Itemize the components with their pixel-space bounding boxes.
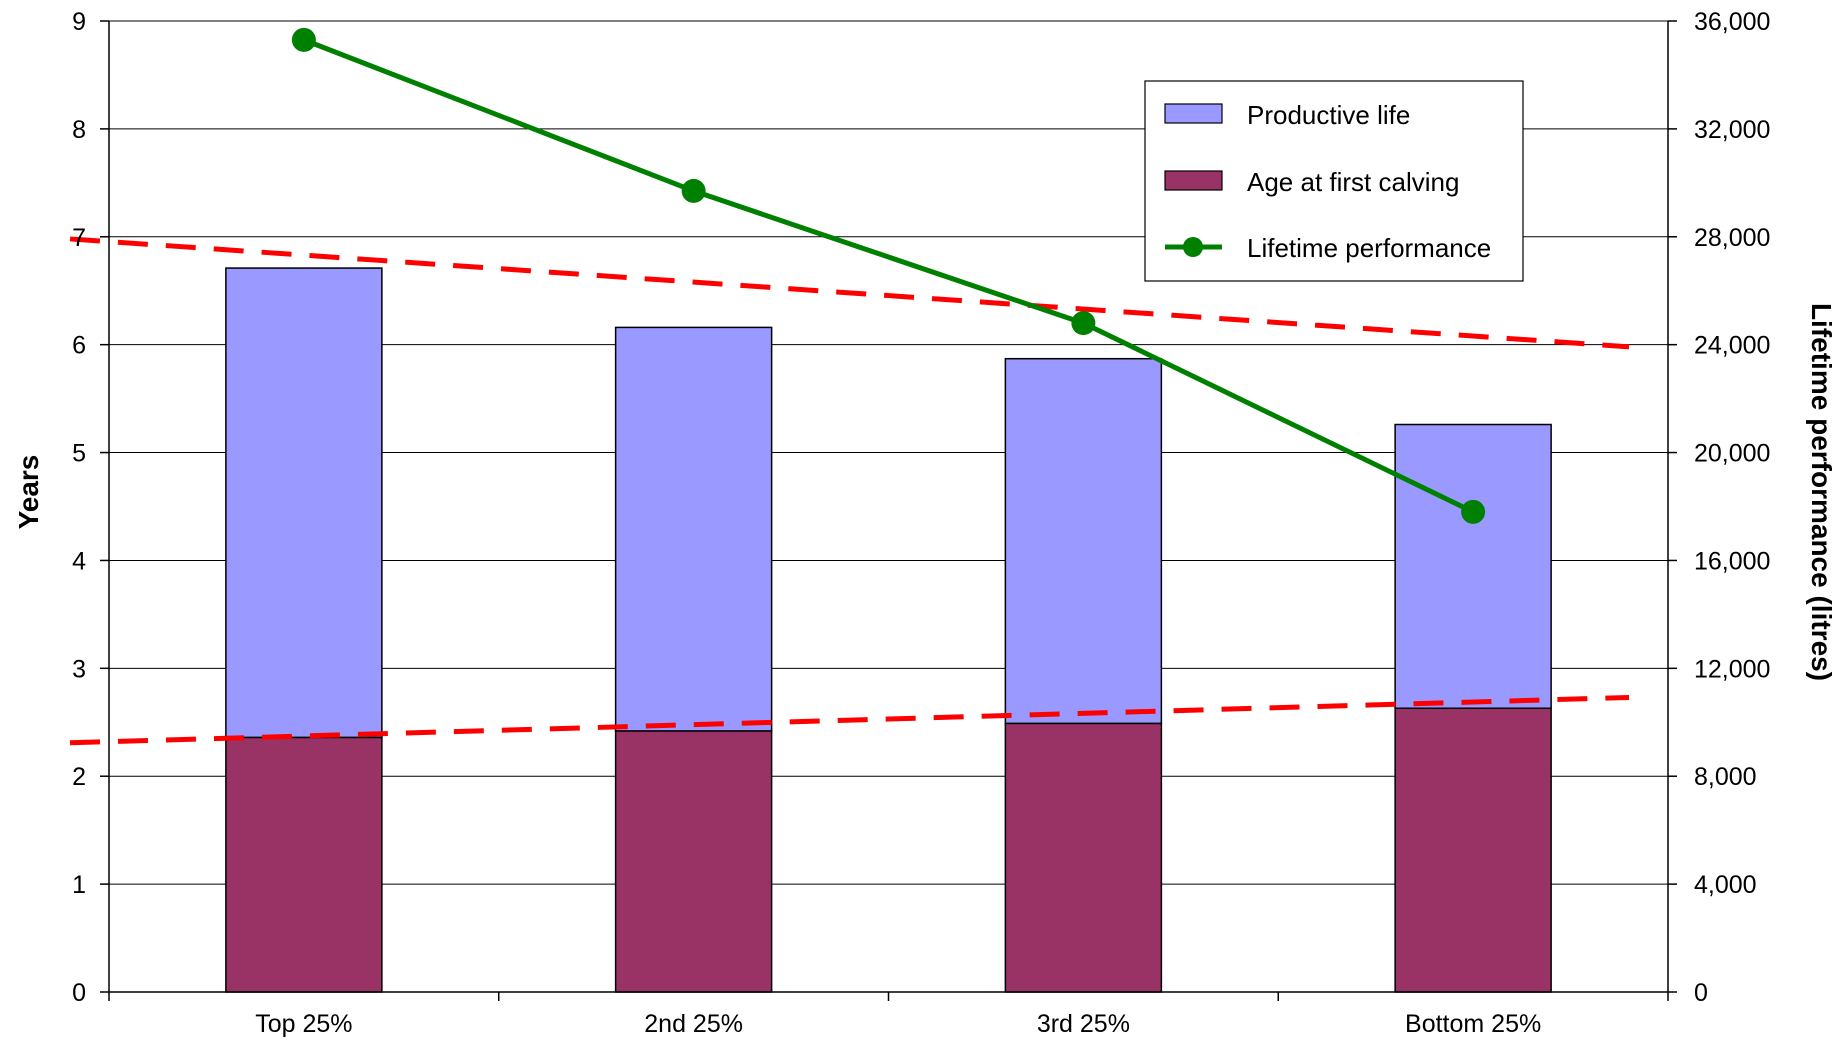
legend-marker-lifetime-performance [1183,237,1203,257]
legend: Productive life Age at first calving Lif… [1144,80,1524,282]
bar-age-at-first-calving [614,730,773,993]
legend-swatch-productive-life [1164,103,1223,124]
x-category-label: 3rd 25% [1037,1010,1130,1038]
legend-swatch-age-at-first-calving [1164,170,1223,191]
right-tick-label: 16,000 [1694,547,1770,575]
point-lifetime-performance [1461,499,1486,524]
left-tick-label: 2 [72,763,86,791]
bars [225,267,1552,993]
point-lifetime-performance [1071,311,1096,336]
left-tick-label: 7 [72,224,86,252]
bar-age-at-first-calving [225,736,383,993]
right-axis-ticks: 0 4,000 8,000 12,000 16,000 20,000 24,000 28,00… [1668,8,1770,1007]
point-lifetime-performance [681,178,706,203]
right-tick-label: 28,000 [1694,224,1770,252]
x-axis-ticks: Top 25% 2nd 25% 3rd 25% Bottom 25% [108,992,1669,1038]
right-tick-label: 24,000 [1694,332,1770,360]
trendline-total-age [69,236,1630,350]
bar-productive-life [225,267,383,739]
left-tick-label: 0 [72,979,86,1007]
right-tick-label: 36,000 [1694,8,1770,36]
line-series [291,27,1486,524]
bar-productive-life [1004,357,1163,725]
line-lifetime-performance [302,37,1475,515]
right-tick-label: 4,000 [1694,871,1757,899]
bar-age-at-first-calving [1394,707,1552,993]
x-category-label: 2nd 25% [644,1010,743,1038]
right-tick-label: 32,000 [1694,116,1770,144]
bar-productive-life [614,326,773,732]
left-tick-label: 4 [72,547,86,575]
bar-age-at-first-calving [1004,722,1163,993]
left-tick-label: 5 [72,440,86,468]
y2-axis-title: Lifetime performance (litres) [1806,303,1837,681]
point-lifetime-performance [291,27,316,52]
left-tick-label: 3 [72,655,86,683]
right-tick-label: 0 [1694,979,1708,1007]
left-tick-label: 9 [72,8,86,36]
legend-label-lifetime-performance: Lifetime performance [1247,233,1491,263]
legend-label-age-at-first-calving: Age at first calving [1247,167,1459,197]
left-tick-label: 8 [72,116,86,144]
bar-productive-life [1394,423,1552,710]
x-category-label: Top 25% [255,1010,352,1038]
x-category-label: Bottom 25% [1405,1010,1541,1038]
right-tick-label: 20,000 [1694,440,1770,468]
legend-label-productive-life: Productive life [1247,100,1410,130]
left-tick-label: 6 [72,332,86,360]
trendline-age-at-first-calving [69,694,1630,746]
right-tick-label: 12,000 [1694,655,1770,683]
right-tick-label: 8,000 [1694,763,1757,791]
y-axis-title: Years [13,455,44,530]
trendlines [69,236,1630,746]
left-axis-ticks: 0 1 2 3 4 5 6 7 8 9 [72,8,109,1007]
left-tick-label: 1 [72,871,86,899]
